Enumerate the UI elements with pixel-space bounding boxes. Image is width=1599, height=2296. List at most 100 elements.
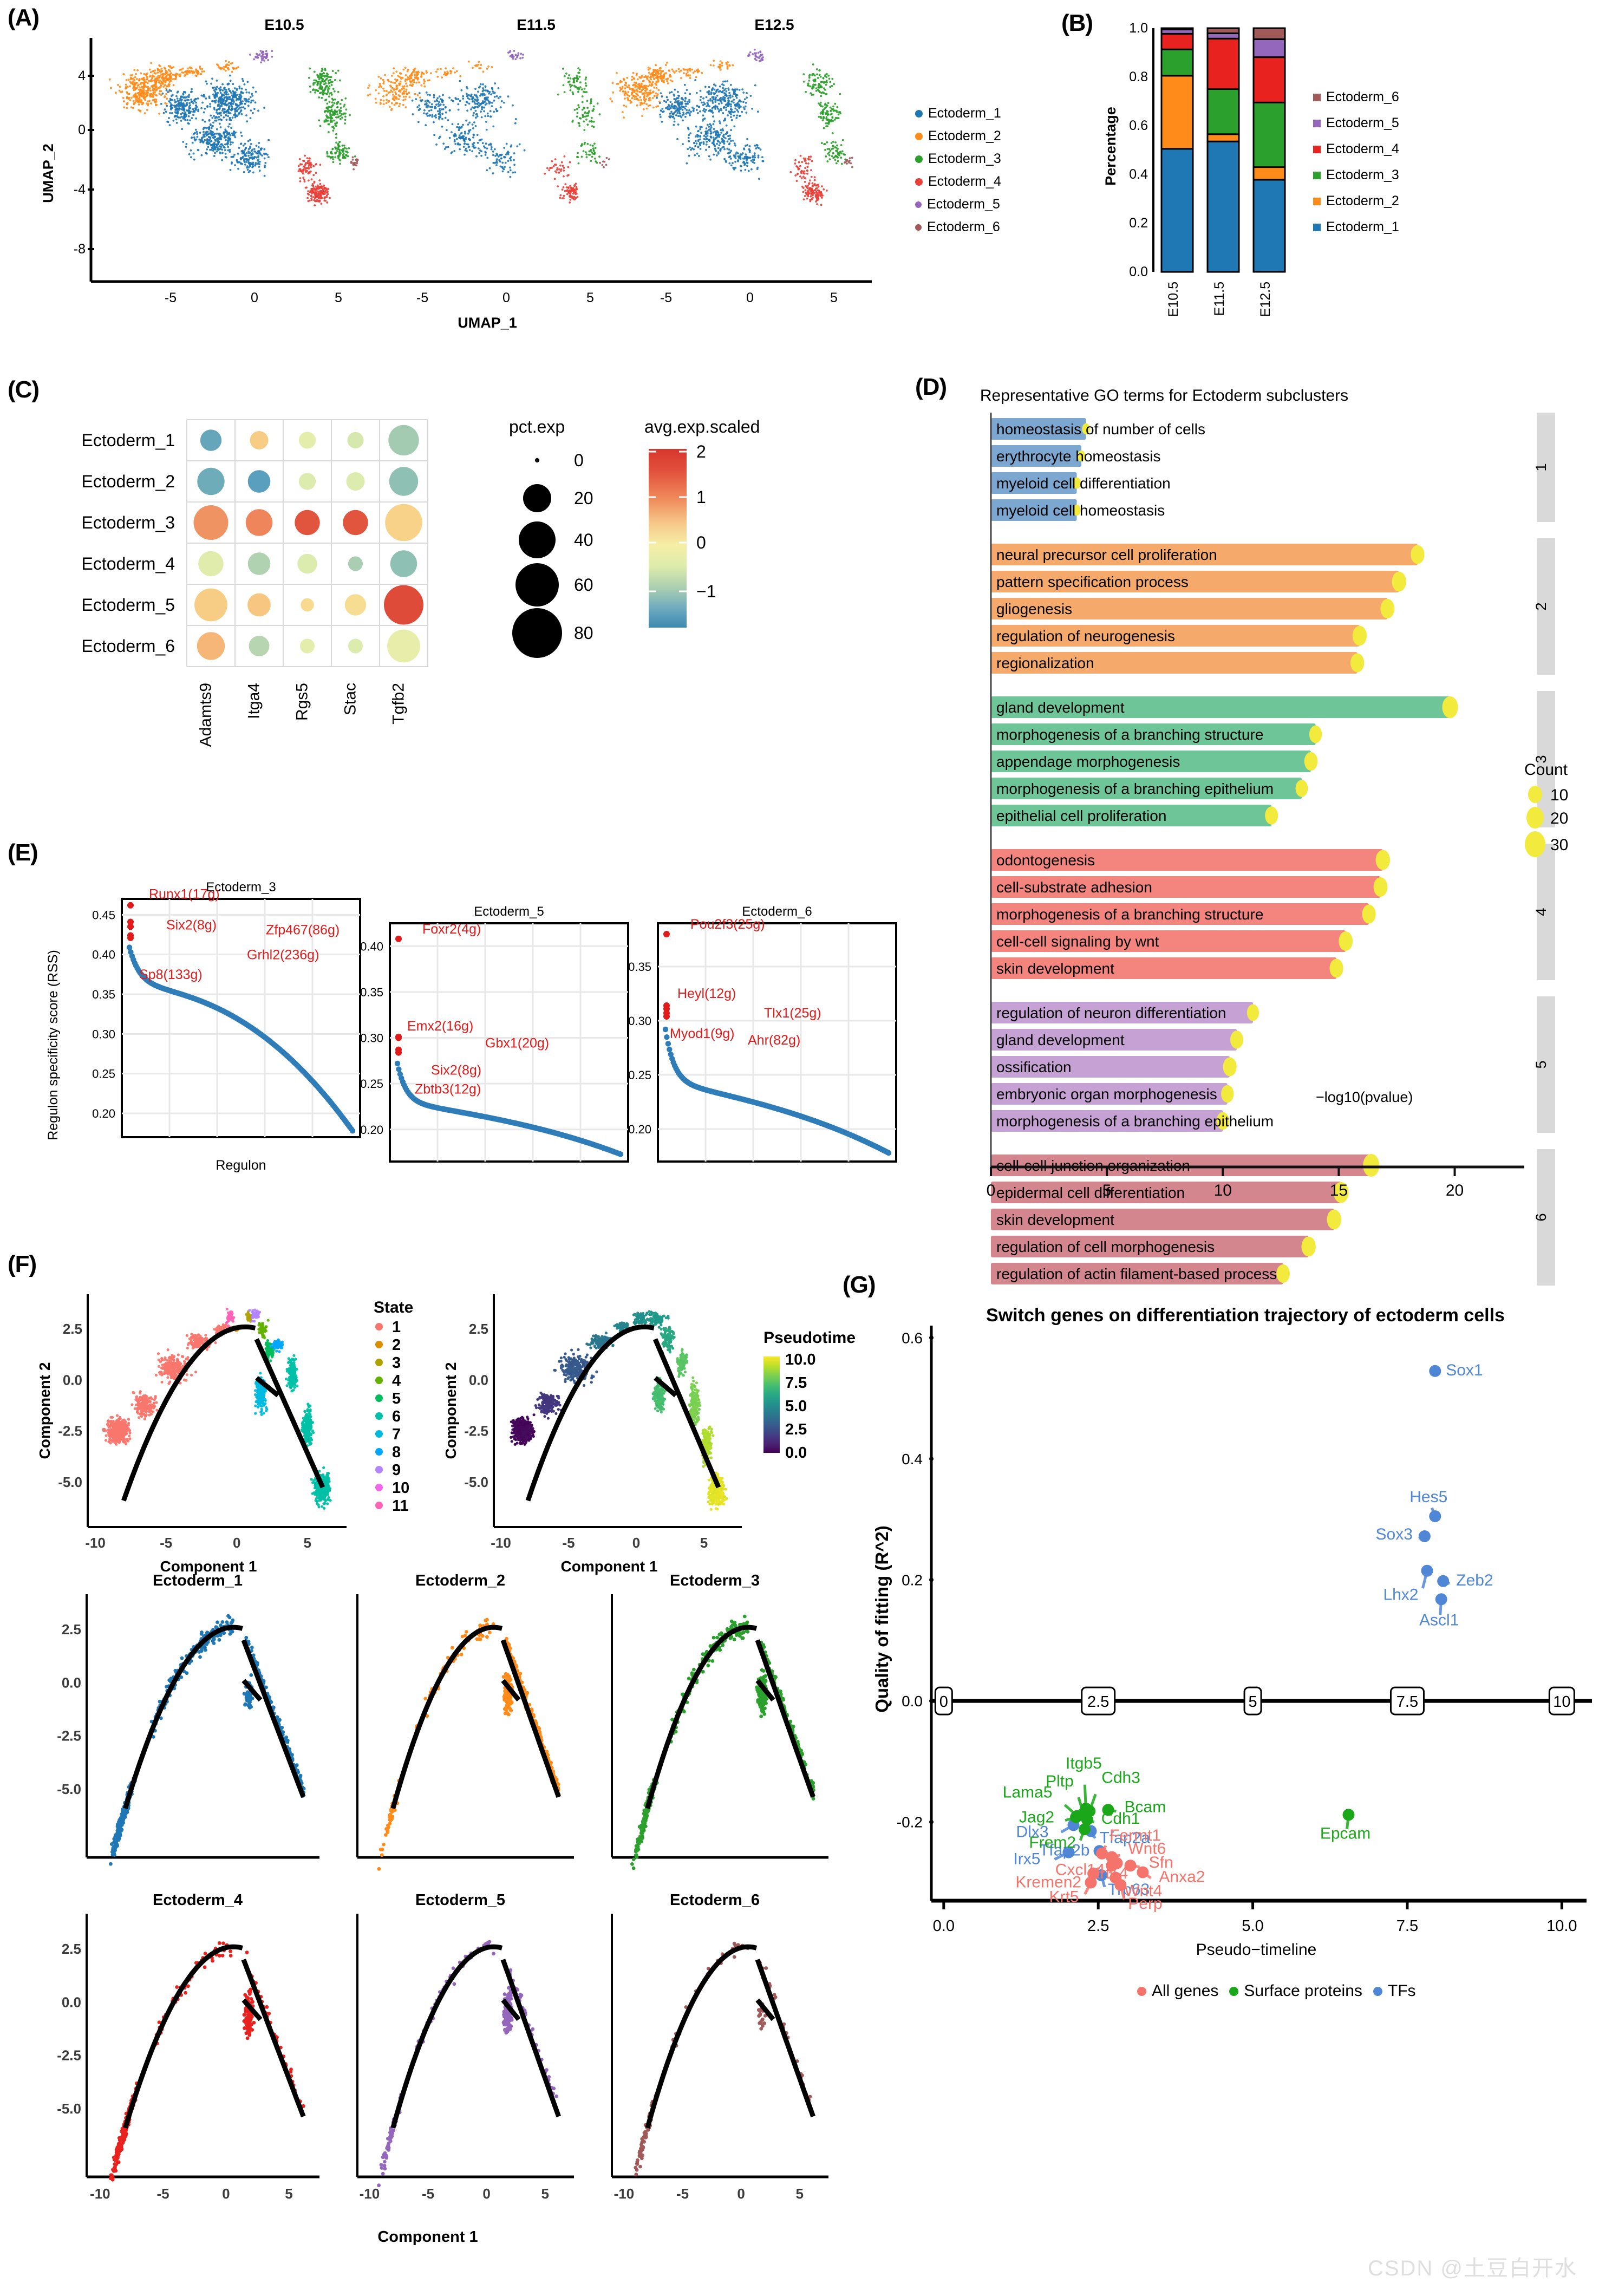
legend-label: Ectoderm_3 — [1326, 167, 1399, 182]
state-legend-label: 11 — [392, 1497, 409, 1515]
panelf-subplot-title: Ectoderm_6 — [670, 1891, 760, 1909]
pseudotime-legend-tick: 2.5 — [785, 1421, 807, 1438]
go-count-marker — [1352, 625, 1367, 646]
panel-a-subtitle-1: E10.5 — [264, 16, 304, 33]
svg-text:80: 80 — [574, 623, 593, 643]
go-count-marker — [1265, 806, 1278, 825]
state-legend-label: 6 — [392, 1408, 401, 1425]
go-cluster-strip — [1537, 538, 1555, 675]
panel-a-subtitle-3: E12.5 — [754, 16, 794, 33]
panelf-xtick: 0 — [632, 1535, 640, 1551]
legend-item[interactable]: Ectoderm_4 — [915, 174, 1001, 190]
switch-gene-label: Fermt1 — [1109, 1827, 1161, 1844]
go-term-bar — [991, 571, 1399, 592]
legend-item[interactable]: Ectoderm_6 — [1313, 89, 1399, 105]
legend-item[interactable]: Ectoderm_4 — [1313, 141, 1399, 157]
panel-b-legend: Ectoderm_6 Ectoderm_5 Ectoderm_4 Ectoder… — [1313, 89, 1399, 235]
legend-item[interactable]: Ectoderm_1 — [1313, 219, 1399, 235]
go-term-label: appendage morphogenesis — [996, 753, 1180, 770]
svg-text:2: 2 — [696, 442, 706, 461]
legend-item[interactable]: TFs — [1373, 1982, 1416, 2000]
legend-color-dot — [1373, 1986, 1382, 1996]
legend-item[interactable]: Ectoderm_3 — [1313, 167, 1399, 183]
go-count-marker — [1363, 1154, 1380, 1177]
legend-item[interactable]: Ectoderm_6 — [915, 219, 1001, 235]
go-term-bar — [991, 805, 1272, 826]
legend-item[interactable]: Surface proteins — [1229, 1982, 1362, 2000]
svg-text:5: 5 — [830, 290, 838, 305]
switch-gene-point — [1421, 1564, 1433, 1577]
legend-item[interactable]: Ectoderm_2 — [915, 128, 1001, 144]
rss-annotation: Heyl(12g) — [677, 986, 736, 1001]
go-term-label: skin development — [996, 960, 1114, 977]
svg-text:0: 0 — [696, 533, 706, 552]
rss-annotation: Foxr2(4g) — [422, 922, 481, 937]
svg-text:-5: -5 — [416, 290, 428, 305]
svg-text:20: 20 — [1550, 810, 1568, 827]
panelf-xtick: -5 — [157, 2186, 169, 2202]
rss-annotation: Myod1(9g) — [670, 1026, 735, 1041]
legend-item[interactable]: Ectoderm_3 — [915, 151, 1001, 167]
legend-item[interactable]: All genes — [1137, 1982, 1218, 2000]
go-cluster-strip — [1537, 691, 1555, 827]
go-cluster-strip-label: 4 — [1533, 908, 1549, 916]
go-cluster-strip — [1537, 844, 1555, 980]
rss-annotation: Emx2(16g) — [407, 1019, 473, 1034]
panelg-xtick: 0.0 — [933, 1917, 955, 1935]
panelf-xtick: 0 — [222, 2186, 230, 2202]
panel-a-legend: Ectoderm_1 Ectoderm_2 Ectoderm_3 Ectoder… — [915, 106, 1001, 235]
go-term-label: regulation of actin filament-based proce… — [996, 1266, 1277, 1282]
rss-ytick: 0.25 — [360, 1077, 383, 1091]
rss-ytick: 0.45 — [92, 908, 115, 922]
switch-gene-label: Pltp — [1046, 1772, 1074, 1790]
dotplot-dot — [388, 425, 419, 456]
switch-gene-label: Lhx2 — [1383, 1586, 1418, 1604]
dotplot-dot — [385, 504, 422, 542]
go-cluster-strip — [1537, 1149, 1555, 1286]
state-legend-dot — [375, 1484, 383, 1491]
panelg-xtick: 2.5 — [1087, 1917, 1109, 1935]
go-term-bar — [991, 1083, 1228, 1105]
go-cluster-strip-label: 3 — [1533, 755, 1549, 763]
panel-a-ylabel: UMAP_2 — [40, 144, 56, 203]
legend-color-dot — [915, 201, 922, 208]
panelf-ytick: 2.5 — [63, 1321, 82, 1337]
legend-color-dot — [915, 155, 923, 163]
legend-item[interactable]: Ectoderm_2 — [1313, 193, 1399, 209]
svg-text:0.4: 0.4 — [1129, 167, 1148, 182]
panel-d-svg: Representative GO terms for Ectoderm sub… — [980, 387, 1555, 1286]
svg-text:E12.5: E12.5 — [1258, 282, 1273, 317]
go-term-label: gliogenesis — [996, 601, 1072, 617]
panelf-xtick: 5 — [285, 2186, 292, 2202]
panelf-ytick: -5.0 — [464, 1474, 488, 1490]
legend-label: Ectoderm_5 — [927, 197, 1000, 212]
go-count-marker — [1373, 877, 1388, 897]
panelf-ylabel: Component 2 — [36, 1362, 53, 1459]
go-count-marker — [1223, 1057, 1237, 1077]
legend-item[interactable]: Ectoderm_5 — [915, 197, 1001, 212]
rss-annotation: Gbx1(20g) — [485, 1036, 549, 1051]
go-term-label: regulation of neuron differentiation — [996, 1004, 1226, 1021]
colorbar-svg: 2 1 0 −1 — [649, 442, 716, 628]
go-cluster-strip-label: 6 — [1533, 1213, 1549, 1221]
rss-annotation: Six2(8g) — [166, 918, 217, 933]
panel-d-count-legend: Count 10 20 30 — [1524, 761, 1595, 865]
go-cluster-strip — [1537, 996, 1555, 1133]
panelf-ytick: 0.0 — [469, 1372, 488, 1388]
panelf-xtick: -10 — [90, 2186, 110, 2202]
switch-gene-point — [1435, 1593, 1447, 1606]
go-term-label: morphogenesis of a branching structure — [996, 906, 1263, 923]
rss-ytick: 0.20 — [360, 1123, 383, 1137]
panelf-xtick: -5 — [422, 2186, 434, 2202]
panelf-xtick: 5 — [700, 1535, 708, 1551]
legend-item[interactable]: Ectoderm_1 — [915, 106, 1001, 121]
go-cluster-strip-label: 2 — [1533, 602, 1549, 610]
switch-gene-label: Wnt6 — [1128, 1840, 1166, 1858]
legend-color-dot — [915, 224, 922, 231]
panelf-xtick: -5 — [562, 1535, 575, 1551]
go-term-label: skin development — [996, 1211, 1114, 1228]
legend-item[interactable]: Ectoderm_5 — [1313, 115, 1399, 131]
panelf-xtick: -10 — [85, 1535, 106, 1551]
switch-gene-label: Tfap2a — [1100, 1829, 1151, 1847]
panelf-subplot-title: Ectoderm_2 — [415, 1572, 505, 1589]
